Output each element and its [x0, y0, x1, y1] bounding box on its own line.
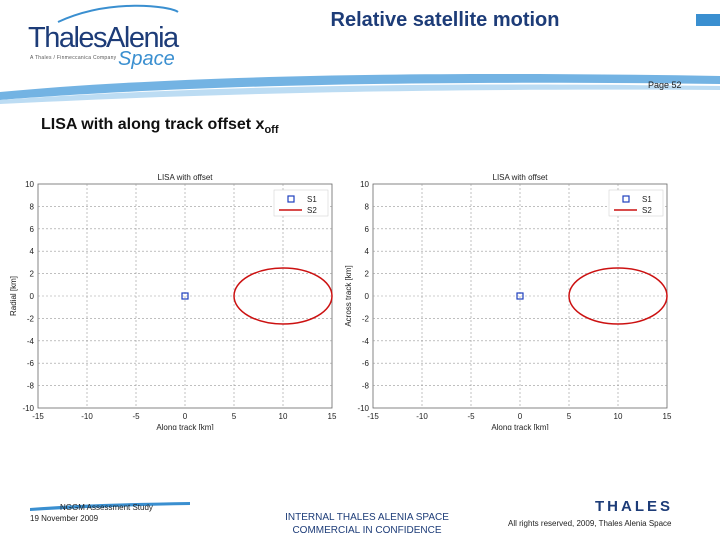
legend-label-s2: S2	[307, 206, 317, 215]
y-tick-label: 4	[30, 247, 35, 256]
legend-marker-s1	[622, 195, 630, 203]
y-tick-label: -2	[362, 314, 370, 323]
y-axis-label: Across track [km]	[344, 265, 353, 326]
chart-title: LISA with offset	[493, 173, 549, 182]
page-number: Page 52	[648, 80, 682, 90]
footer-confidential-line2: COMMERCIAL IN CONFIDENCE	[292, 525, 442, 536]
thales-logo: THALES	[595, 498, 673, 515]
chart-title: LISA with offset	[158, 173, 214, 182]
header-swoosh	[0, 73, 720, 100]
x-tick-label: -10	[81, 412, 93, 421]
y-axis-label: Radial [km]	[9, 276, 18, 316]
legend-label-s1: S1	[642, 195, 652, 204]
footer-rights: All rights reserved, 2009, Thales Alenia…	[508, 519, 672, 528]
y-tick-label: -2	[27, 314, 35, 323]
footer-date: 19 November 2009	[30, 514, 99, 523]
company-logo-tagline: A Thales / Finmeccanica Company	[30, 55, 117, 61]
y-tick-label: 4	[365, 247, 370, 256]
series-s1-marker	[181, 292, 189, 300]
y-tick-label: -10	[357, 404, 369, 413]
y-tick-label: 6	[365, 225, 370, 234]
header-decoration	[0, 4, 720, 104]
y-tick-label: 6	[30, 225, 35, 234]
y-tick-label: 10	[25, 180, 34, 189]
y-tick-label: 0	[30, 292, 35, 301]
x-tick-label: -10	[416, 412, 428, 421]
legend-label-s2: S2	[642, 206, 652, 215]
slide-subtitle: LISA with along track offset xoff	[41, 116, 278, 136]
y-tick-label: -4	[27, 337, 35, 346]
x-tick-label: 15	[663, 412, 672, 421]
footer-confidential-line1: INTERNAL THALES ALENIA SPACE	[285, 512, 449, 523]
header-swoosh-light	[0, 84, 720, 104]
y-tick-label: 2	[365, 270, 370, 279]
company-logo-space: Space	[118, 48, 175, 70]
series-s2-orbit	[568, 267, 668, 325]
corner-tab	[696, 14, 720, 26]
legend-label-s1: S1	[307, 195, 317, 204]
y-tick-label: -8	[27, 382, 35, 391]
x-axis-label: Along track [km]	[156, 423, 213, 430]
legend-box	[273, 189, 329, 217]
y-tick-label: 2	[30, 270, 35, 279]
subtitle-subscript: off	[264, 124, 279, 137]
y-tick-label: -6	[362, 359, 370, 368]
y-tick-label: 8	[365, 202, 370, 211]
x-tick-label: -5	[467, 412, 475, 421]
footer-swoosh	[30, 502, 190, 511]
y-tick-label: -8	[362, 382, 370, 391]
y-tick-label: 8	[30, 202, 35, 211]
legend-box	[608, 189, 664, 217]
x-tick-label: 5	[567, 412, 572, 421]
company-logo-name: ThalesAlenia	[28, 22, 179, 54]
slide-title: Relative satellite motion	[330, 9, 560, 31]
y-tick-label: -4	[362, 337, 370, 346]
y-tick-label: -10	[22, 404, 34, 413]
legend-marker-s1	[287, 195, 295, 203]
series-s1-marker	[516, 292, 524, 300]
x-tick-label: 0	[518, 412, 523, 421]
x-tick-label: 10	[614, 412, 623, 421]
x-tick-label: 5	[232, 412, 237, 421]
logo-arc-icon	[57, 4, 179, 23]
subtitle-text: LISA with along track offset x	[41, 116, 265, 133]
x-tick-label: -15	[32, 412, 44, 421]
y-tick-label: 10	[360, 180, 369, 189]
footer-study-name: NGGM Assessment Study	[60, 503, 153, 512]
footer-confidentiality: INTERNAL THALES ALENIA SPACE COMMERCIAL …	[262, 511, 472, 537]
x-axis-label: Along track [km]	[491, 423, 548, 430]
x-tick-label: 15	[328, 412, 337, 421]
x-tick-label: -5	[132, 412, 140, 421]
y-tick-label: -6	[27, 359, 35, 368]
series-s2-orbit	[233, 267, 333, 325]
x-tick-label: 0	[183, 412, 188, 421]
footer-decoration	[30, 502, 190, 511]
x-tick-label: 10	[279, 412, 288, 421]
x-tick-label: -15	[367, 412, 379, 421]
y-tick-label: 0	[365, 292, 370, 301]
